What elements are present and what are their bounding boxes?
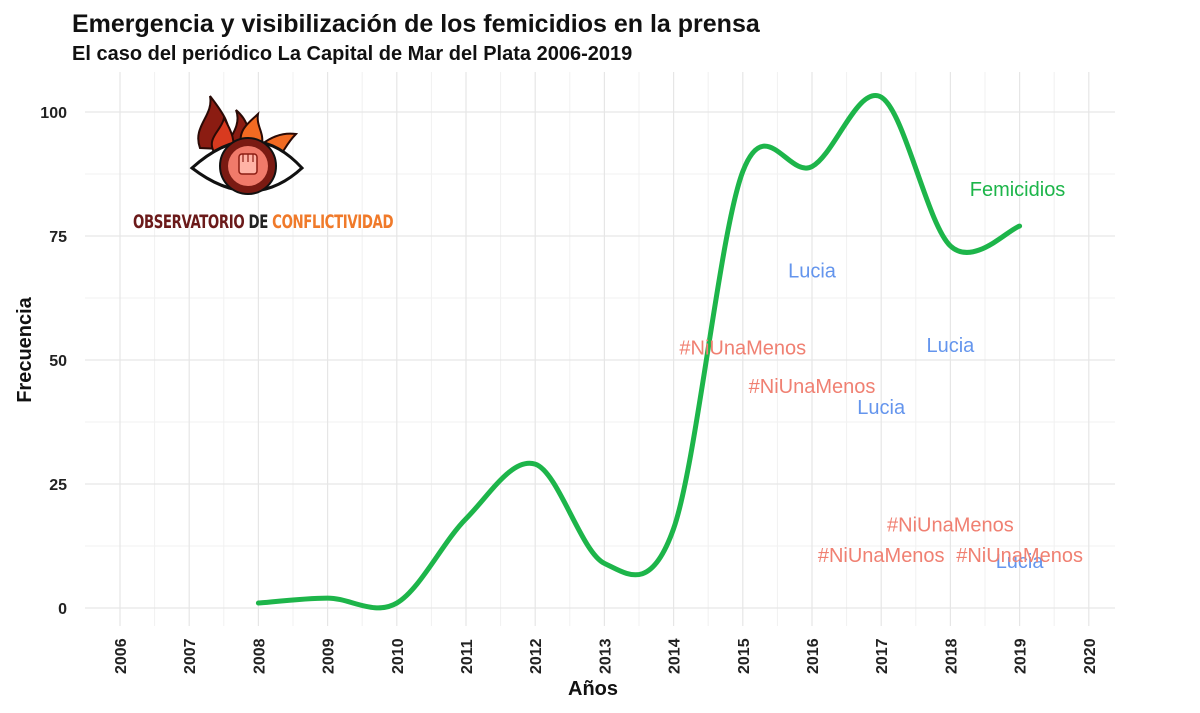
logo-word-de: DE <box>248 211 269 233</box>
x-tick-label: 2010 <box>390 638 407 674</box>
annotation-label: #NiUnaMenos <box>749 376 876 398</box>
annotation-label: Femicidios <box>970 179 1066 201</box>
annotation-label: Lucia <box>857 397 906 419</box>
x-tick-label: 2017 <box>874 638 891 674</box>
series-line-femicidios <box>255 93 1023 611</box>
logo-wordmark: OBSERVATORIO DE CONFLICTIVIDAD <box>133 211 394 233</box>
x-tick-label: 2019 <box>1013 638 1030 674</box>
annotation-layer: FemicidiosLuciaLuciaLuciaLucia#NiUnaMeno… <box>679 179 1083 573</box>
y-tick-label: 75 <box>49 229 67 246</box>
x-tick-label: 2007 <box>182 638 199 674</box>
y-axis-ticks: 0 25 50 75 100 <box>40 105 67 618</box>
x-tick-label: 2006 <box>113 638 130 674</box>
x-tick-label: 2018 <box>943 638 960 674</box>
chart-subtitle: El caso del periódico La Capital de Mar … <box>72 43 633 65</box>
logo-word-observatorio: OBSERVATORIO <box>133 211 245 233</box>
annotation-label: #NiUnaMenos <box>887 515 1014 537</box>
annotation-label: #NiUnaMenos <box>956 545 1083 567</box>
x-tick-label: 2011 <box>459 639 476 674</box>
y-tick-label: 0 <box>58 601 67 618</box>
major-gridlines <box>85 72 1115 626</box>
y-axis-label: Frecuencia <box>14 296 36 402</box>
x-tick-label: 2012 <box>528 638 545 674</box>
eye-flame-fist-icon <box>189 95 305 195</box>
x-tick-label: 2013 <box>597 638 614 674</box>
logo-word-conflictividad: CONFLICTIVIDAD <box>272 211 394 233</box>
annotation-label: Lucia <box>996 551 1045 573</box>
series-layer <box>255 93 1023 611</box>
x-axis-label: Años <box>568 678 618 700</box>
x-tick-label: 2020 <box>1082 638 1099 674</box>
y-tick-label: 100 <box>40 105 67 122</box>
y-tick-label: 50 <box>49 353 67 370</box>
x-tick-label: 2008 <box>251 638 268 674</box>
x-tick-label: 2009 <box>321 638 338 674</box>
x-tick-label: 2015 <box>736 638 753 674</box>
annotation-label: #NiUnaMenos <box>679 338 806 360</box>
x-axis-ticks: 2006 2007 2008 2009 2010 2011 2012 2013 2014 2015… <box>113 638 1099 674</box>
annotation-label: Lucia <box>788 261 837 283</box>
y-tick-label: 25 <box>49 477 67 494</box>
annotation-label: Lucia <box>926 335 975 357</box>
annotation-label: #NiUnaMenos <box>818 545 945 567</box>
chart-title: Emergencia y visibilización de los femic… <box>72 10 760 38</box>
x-tick-label: 2014 <box>667 638 684 674</box>
x-tick-label: 2016 <box>805 638 822 674</box>
